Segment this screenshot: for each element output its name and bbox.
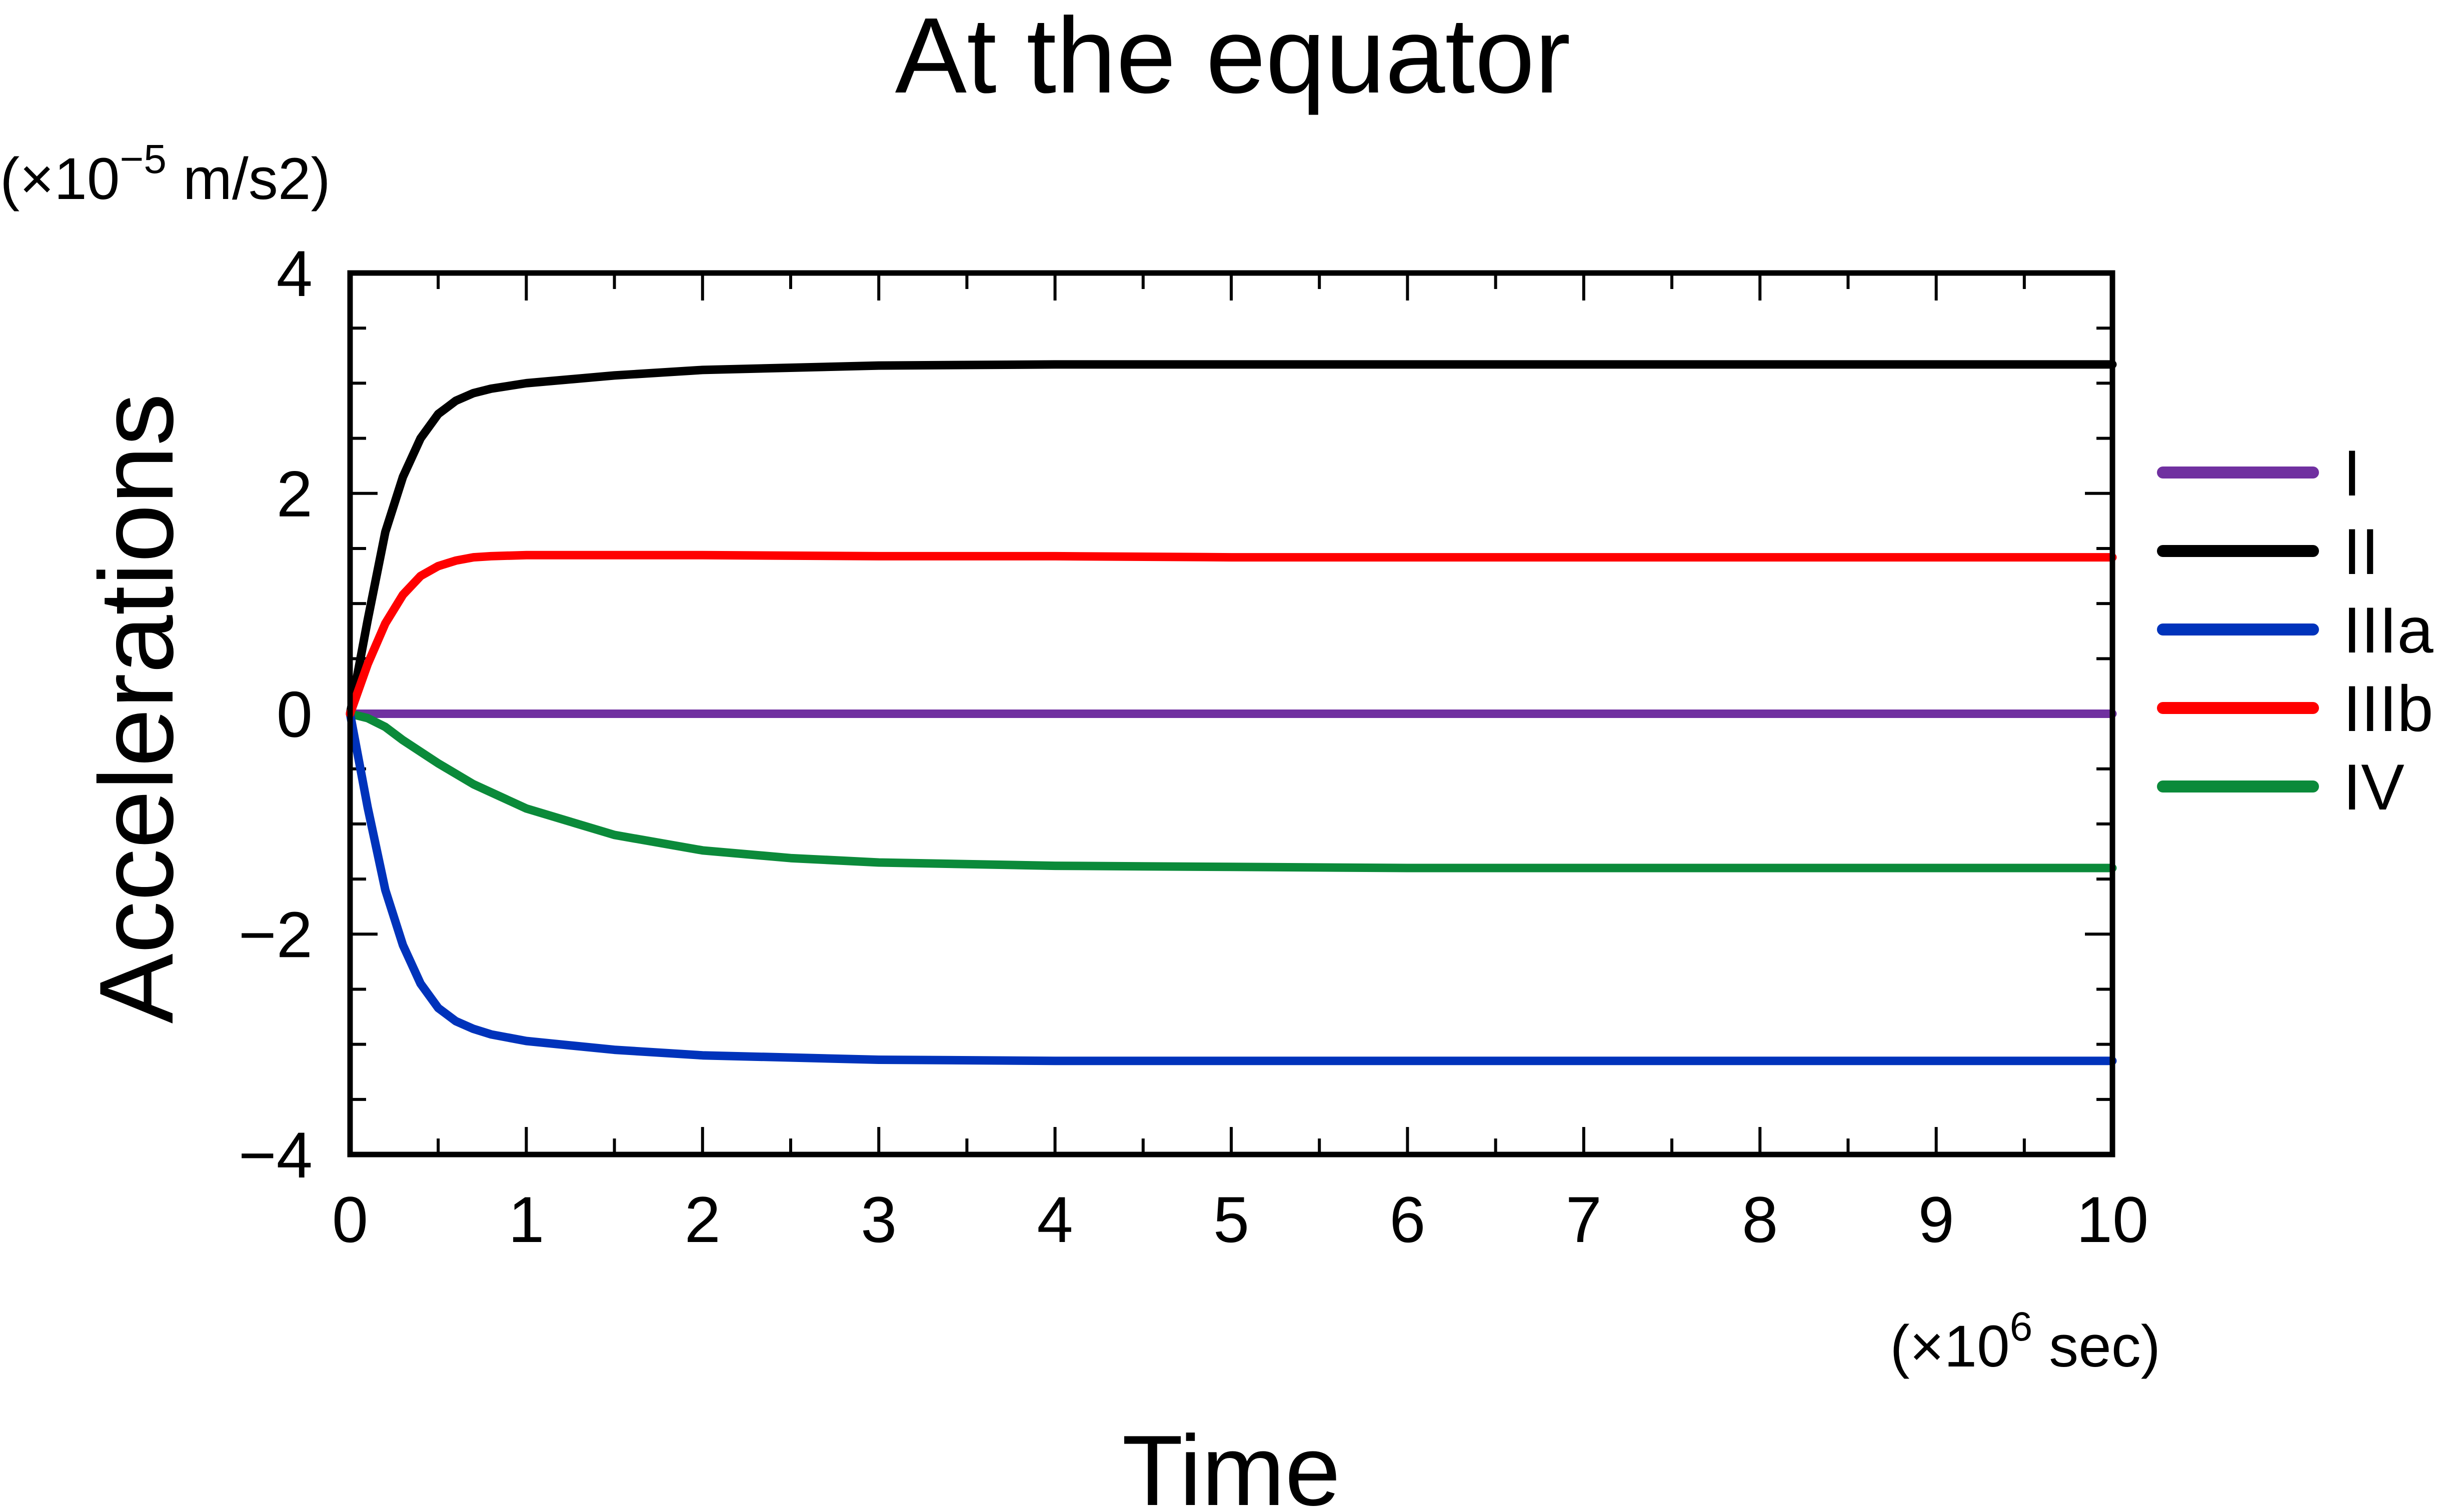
series-line-iv — [346, 710, 2117, 872]
x-tick-label: 8 — [1742, 1183, 1778, 1256]
series-line-iiib — [346, 550, 2117, 718]
legend-label-iv: IV — [2343, 750, 2404, 824]
y-unit-exponent: −5 — [120, 136, 167, 182]
x-tick-label: 9 — [1918, 1183, 1954, 1256]
y-unit-prefix: (×10 — [0, 146, 120, 212]
x-tick-label: 0 — [332, 1183, 368, 1256]
x-tick-label: 1 — [508, 1183, 544, 1256]
y-tick-label: −4 — [239, 1118, 313, 1192]
x-tick-label: 5 — [1213, 1183, 1249, 1256]
legend-label-iiia: IIIa — [2343, 594, 2433, 666]
y-unit-suffix: m/s2) — [167, 146, 331, 212]
y-unit-label: (×10−5 m/s2) — [0, 136, 331, 212]
series-lines — [346, 360, 2117, 1066]
y-tick-label: 2 — [277, 458, 313, 530]
tick-labels: 0 1 2 3 4 5 6 7 8 9 10 −4 −2 0 2 4 — [239, 237, 2149, 1256]
x-tick-label: 7 — [1566, 1183, 1602, 1256]
series-line-ii — [346, 360, 2117, 718]
y-tick-label: 4 — [277, 237, 313, 310]
y-axis-label: Accelerations — [78, 394, 195, 1024]
x-unit-suffix: sec) — [2032, 1314, 2160, 1380]
x-tick-label: 6 — [1389, 1183, 1425, 1256]
x-tick-label: 2 — [685, 1183, 721, 1256]
x-axis-label: Time — [1122, 1415, 1340, 1512]
x-unit-label: (×106 sec) — [1890, 1304, 2160, 1380]
series-line-iiia — [346, 710, 2117, 1066]
x-tick-label: 4 — [1037, 1183, 1073, 1256]
legend-label-i: I — [2343, 436, 2361, 510]
x-unit-exponent: 6 — [2010, 1304, 2033, 1350]
x-tick-label: 10 — [2076, 1183, 2149, 1256]
plot-frame — [347, 270, 2115, 1158]
legend-label-ii: II — [2343, 515, 2379, 588]
x-tick-label: 3 — [861, 1183, 897, 1256]
y-tick-label: 0 — [277, 678, 313, 751]
chart-title: At the equator — [895, 0, 1571, 116]
legend-label-iiib: IIIb — [2343, 672, 2433, 745]
y-tick-label: −2 — [239, 898, 313, 971]
x-unit-prefix: (×10 — [1890, 1314, 2009, 1380]
